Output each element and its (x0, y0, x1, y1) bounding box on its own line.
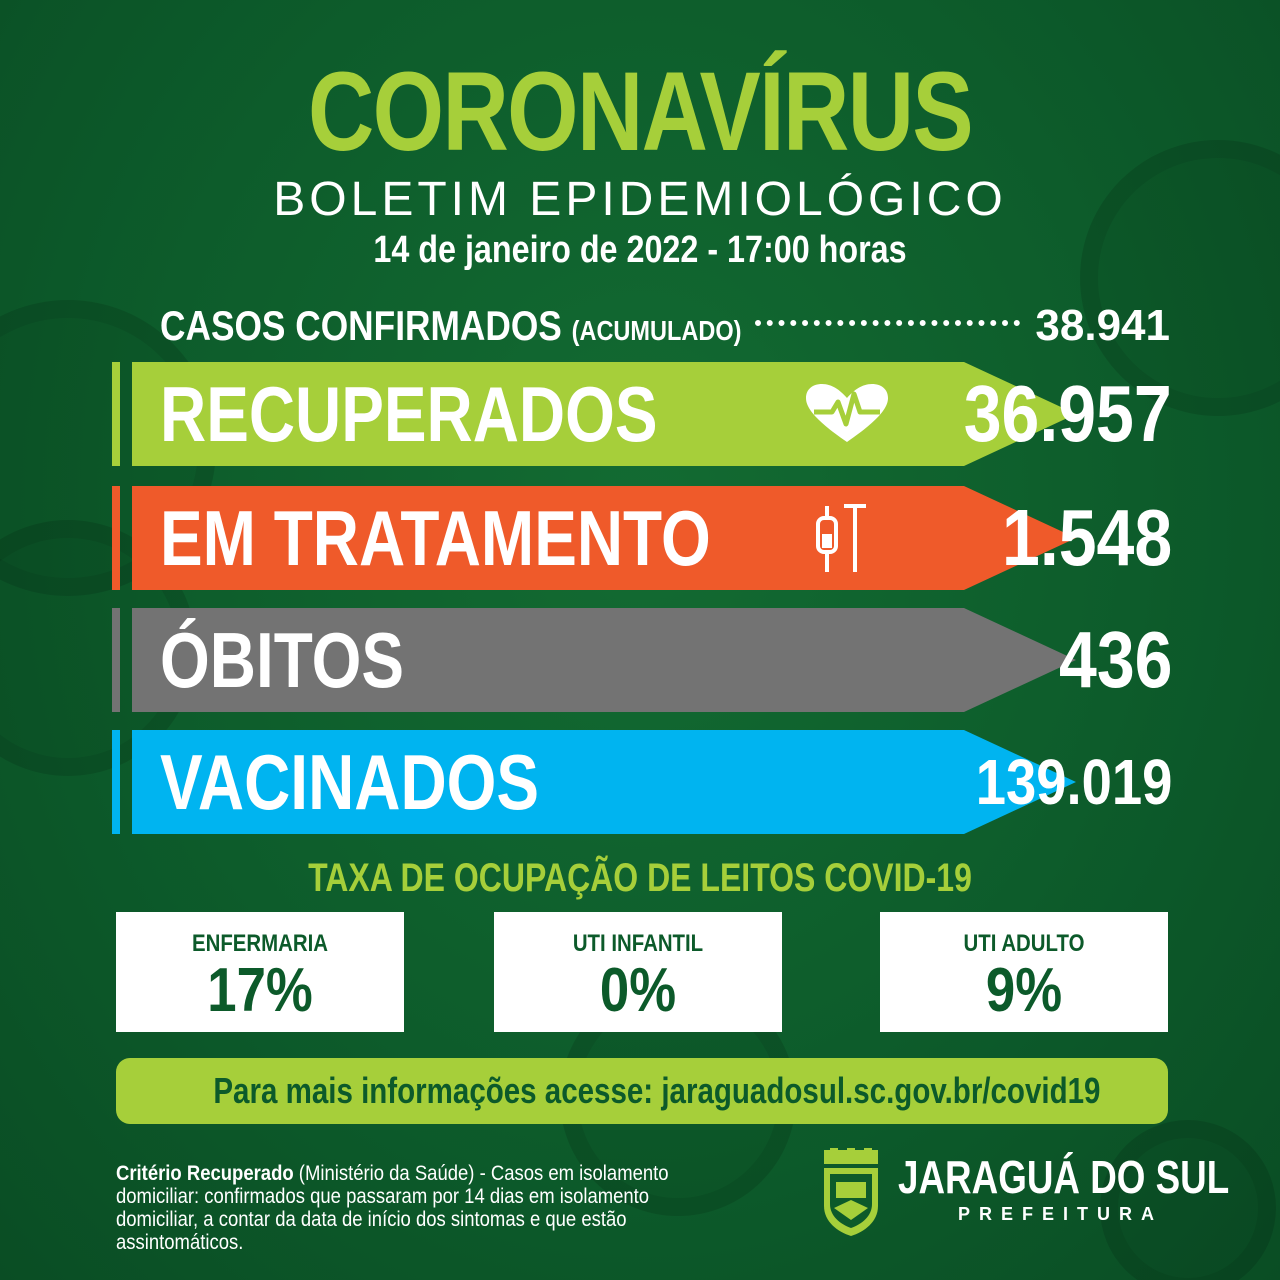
stat-value: 1.548 (1001, 493, 1172, 582)
stat-row-vacinados: VACINADOS 139.019 (112, 730, 1172, 834)
main-title: CORONAVÍRUS (308, 49, 974, 174)
confirmed-cases-label: CASOS CONFIRMADOS (160, 302, 562, 349)
confirmed-cases-label-wrap: CASOS CONFIRMADOS (ACUMULADO) (160, 298, 741, 359)
stat-row-obitos: ÓBITOS 436 (112, 608, 1172, 712)
subtitle: BOLETIM EPIDEMIOLÓGICO (273, 173, 1007, 226)
occupancy-value: 0% (599, 956, 677, 1025)
stat-value: 139.019 (975, 746, 1172, 818)
row-band (132, 730, 964, 834)
row-accent (112, 486, 120, 590)
info-banner[interactable]: Para mais informações acesse: jaraguados… (116, 1058, 1168, 1124)
row-arrow (964, 486, 1076, 590)
footnote-bold: Critério Recuperado (116, 1162, 294, 1185)
city-name: JARAGUÁ DO SUL (898, 1151, 1230, 1203)
occupancy-box-uti-infantil: UTI INFANTIL 0% (494, 912, 782, 1032)
occupancy-value: 17% (207, 956, 313, 1025)
row-arrow (964, 730, 1076, 834)
row-accent (112, 362, 120, 466)
occupancy-box-uti-adulto: UTI ADULTO 9% (880, 912, 1168, 1032)
stat-label: VACINADOS (160, 738, 540, 826)
stat-row-recuperados: RECUPERADOS 36.957 (112, 362, 1172, 466)
city-crest-icon (824, 1148, 878, 1236)
occupancy-value: 9% (985, 956, 1063, 1025)
bulletin-date: 14 de janeiro de 2022 - 17:00 horas (373, 229, 907, 271)
stat-label: RECUPERADOS (160, 370, 658, 458)
row-arrow (964, 362, 1076, 466)
row-band (132, 608, 964, 712)
occupancy-label: ENFERMARIA (192, 930, 328, 957)
stat-label: ÓBITOS (160, 616, 405, 704)
confirmed-cases-qualifier: (ACUMULADO) (571, 315, 742, 346)
city-logo: JARAGUÁ DO SUL PREFEITURA (898, 1150, 1230, 1225)
footnote-text: (Ministério da Saúde) - Casos em isolame… (116, 1162, 669, 1254)
occupancy-label: UTI INFANTIL (572, 930, 704, 957)
heart-pulse-icon (806, 384, 888, 442)
stat-label: EM TRATAMENTO (160, 494, 711, 582)
occupancy-label: UTI ADULTO (963, 930, 1085, 957)
city-prefeitura: PREFEITURA (958, 1204, 1164, 1224)
row-accent (112, 730, 120, 834)
stat-value: 36.957 (964, 369, 1172, 458)
info-link-text[interactable]: Para mais informações acesse: jaraguados… (213, 1070, 1101, 1111)
row-arrow (964, 608, 1076, 712)
iv-drip-icon (816, 504, 866, 572)
confirmed-cases-value: 38.941 (1035, 301, 1170, 350)
occupancy-box-enfermaria: ENFERMARIA 17% (116, 912, 404, 1032)
stat-row-em-tratamento: EM TRATAMENTO 1.548 (112, 486, 1172, 590)
stat-value: 436 (1058, 615, 1172, 704)
confirmed-cases-row: CASOS CONFIRMADOS (ACUMULADO) 38.941 (160, 298, 1170, 354)
row-accent (112, 608, 120, 712)
dotted-leader (755, 320, 1020, 326)
footnote: Critério Recuperado (Ministério da Saúde… (116, 1162, 723, 1254)
occupancy-title: TAXA DE OCUPAÇÃO DE LEITOS COVID-19 (308, 856, 972, 900)
